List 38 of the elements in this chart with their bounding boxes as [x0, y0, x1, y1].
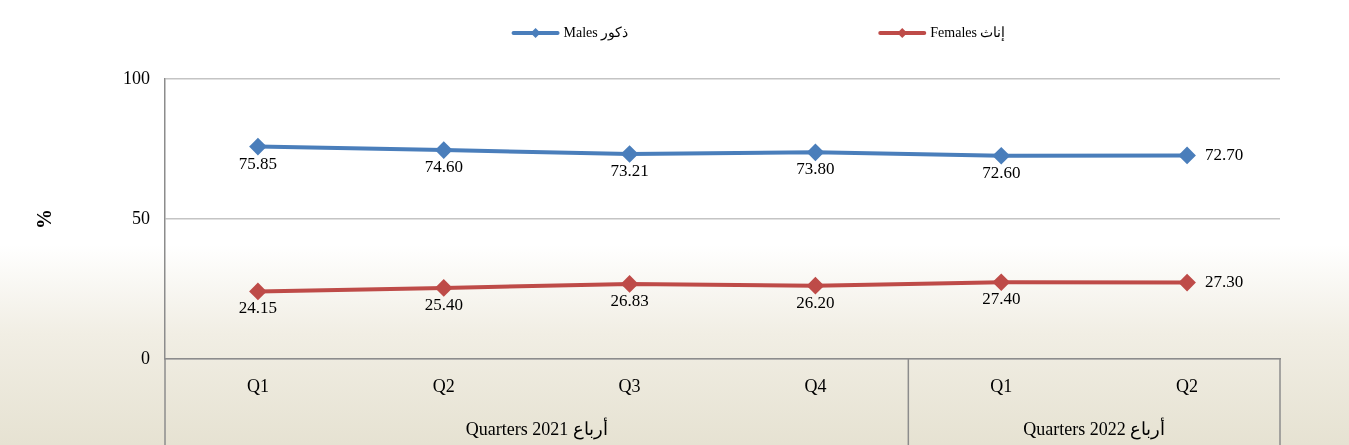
data-label: 26.20	[796, 292, 835, 312]
point	[993, 274, 1010, 291]
point	[807, 277, 824, 294]
legend-label: Males ذكور	[563, 24, 629, 41]
point	[249, 138, 266, 155]
point	[621, 146, 638, 163]
y-tick-label: 0	[141, 347, 150, 368]
data-label: 27.40	[982, 289, 1021, 309]
x-tick-label: Q4	[804, 375, 827, 396]
data-label: 72.70	[1205, 144, 1244, 164]
y-tick-label: 100	[123, 67, 150, 88]
legend-label: Females إناث	[930, 24, 1006, 41]
x-tick-label: Q2	[432, 375, 455, 396]
point	[1179, 274, 1196, 291]
data-label: 74.60	[424, 157, 463, 177]
x-tick-label: Q3	[618, 375, 641, 396]
y-axis-title: %	[33, 209, 56, 229]
text: Quarters 2021 أرباع	[465, 416, 608, 440]
data-label: 24.15	[238, 298, 278, 318]
point	[993, 147, 1010, 164]
x-tick-label: Q1	[246, 375, 269, 396]
data-label: 25.40	[424, 294, 463, 314]
point	[249, 283, 266, 300]
x-tick-label: Q2	[1176, 375, 1199, 396]
point	[435, 279, 452, 296]
data-label: 75.85	[238, 153, 278, 173]
y-tick-label: 50	[132, 207, 150, 228]
text: Quarters 2022 أرباع	[1023, 416, 1166, 440]
data-label: 73.21	[610, 160, 649, 180]
data-label: 72.60	[982, 162, 1021, 182]
point	[435, 142, 452, 159]
point	[807, 144, 824, 161]
data-label: 73.80	[796, 159, 835, 179]
point	[621, 275, 638, 292]
data-label: 26.83	[610, 290, 649, 310]
point	[1179, 147, 1196, 164]
data-label: 27.30	[1205, 272, 1244, 292]
x-tick-label: Q1	[990, 375, 1013, 396]
